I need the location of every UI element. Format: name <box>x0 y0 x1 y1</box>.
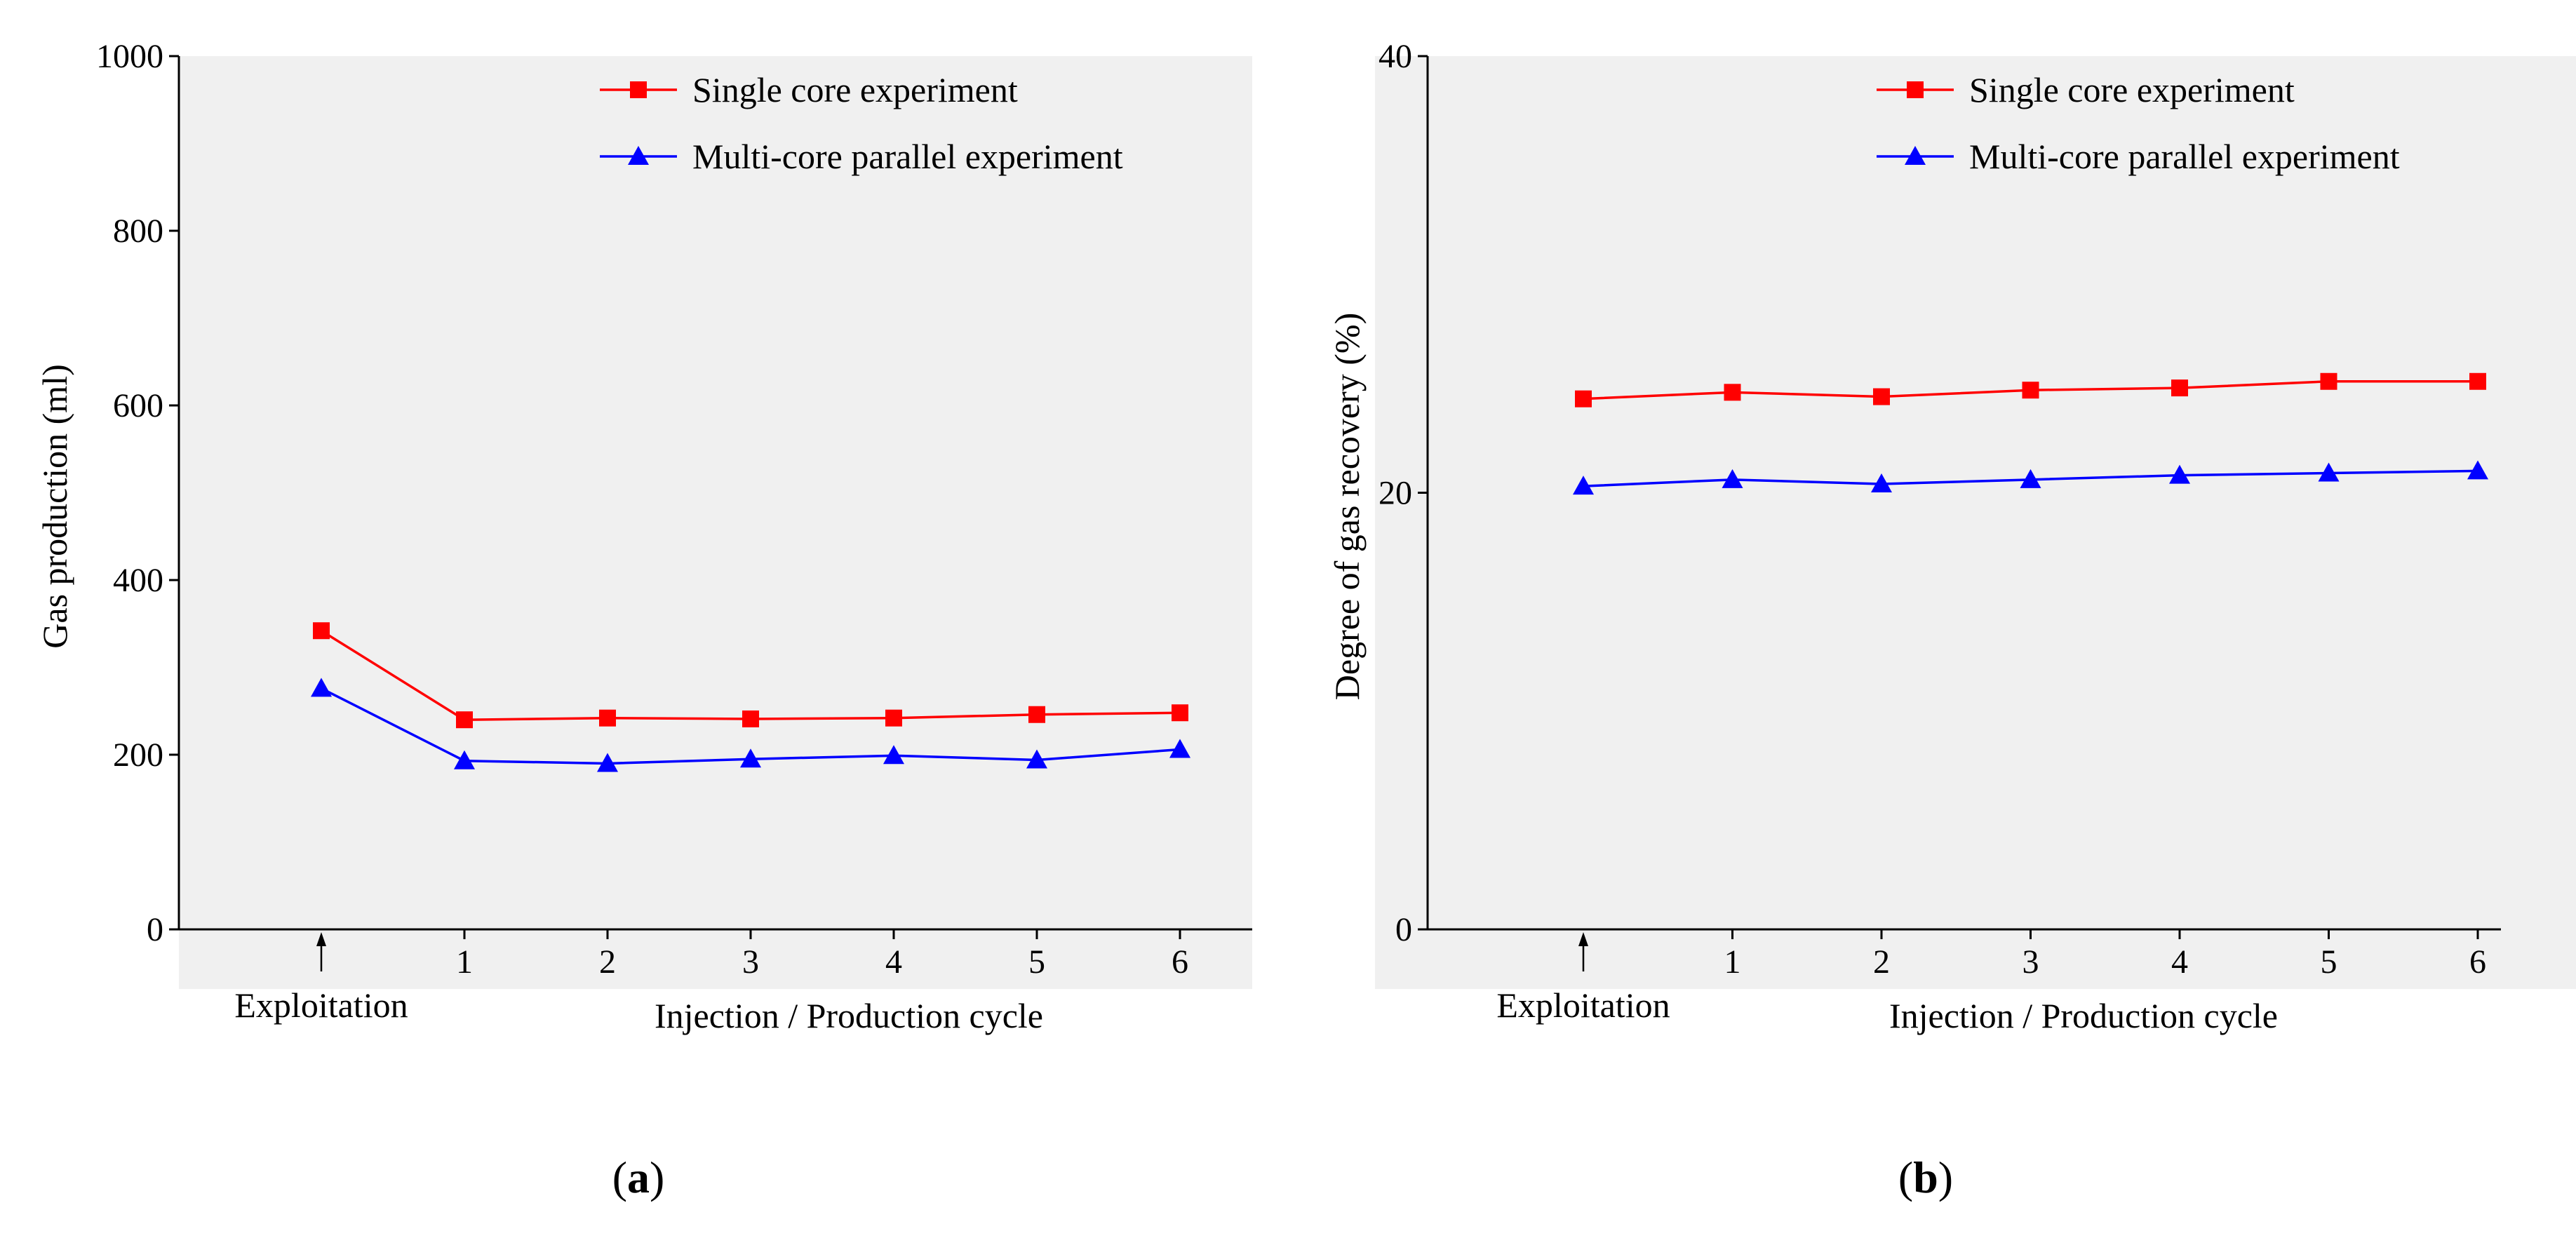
exploitation-label: Exploitation <box>234 985 408 1025</box>
triangle-marker <box>2169 464 2190 484</box>
legend-label: Single core experiment <box>692 70 1018 109</box>
exploitation-label: Exploitation <box>1496 985 1670 1025</box>
square-marker <box>1028 706 1045 723</box>
y-tick-label: 600 <box>113 387 163 424</box>
x-axis-label: Injection / Production cycle <box>1889 996 2278 1035</box>
triangle-marker <box>311 678 332 697</box>
square-marker <box>2469 372 2486 390</box>
x-tick-label: 2 <box>1873 943 1890 981</box>
y-axis-label: Gas production (ml) <box>35 364 74 648</box>
square-marker <box>456 711 473 729</box>
triangle-marker <box>628 146 649 165</box>
triangle-marker <box>1169 739 1190 758</box>
square-marker <box>2022 382 2039 399</box>
square-marker <box>1907 81 1924 98</box>
panel-label: b <box>1913 1152 1938 1202</box>
triangle-marker <box>1573 476 1594 495</box>
square-marker <box>2171 379 2188 397</box>
x-tick-label: 2 <box>599 943 616 981</box>
triangle-marker <box>1871 473 1892 493</box>
exploitation-arrow-head <box>316 932 326 946</box>
plot-background <box>1375 56 2576 989</box>
x-tick-label: 5 <box>1028 943 1045 981</box>
y-tick-label: 400 <box>113 562 163 599</box>
x-tick-label: 4 <box>2171 943 2188 981</box>
legend-label: Multi-core parallel experiment <box>692 137 1123 176</box>
y-axis-label: Degree of gas recovery (%) <box>1327 313 1367 700</box>
x-tick-label: 6 <box>1172 943 1188 981</box>
x-tick-label: 3 <box>2022 943 2039 981</box>
square-marker <box>630 81 647 98</box>
square-marker <box>1873 388 1890 405</box>
triangle-marker <box>1905 146 1926 165</box>
triangle-marker <box>740 748 761 768</box>
y-tick-label: 1000 <box>96 38 163 75</box>
chart-panel-b: 0 20 40 1 2 3 4 5 6 Exploitation Single core exper… <box>1327 38 2576 1202</box>
triangle-marker <box>454 750 475 769</box>
x-tick-label: 5 <box>2321 943 2337 981</box>
square-marker <box>885 709 902 727</box>
square-marker <box>2320 372 2337 390</box>
panel-caption: (b) <box>1898 1152 1953 1202</box>
panel-caption: (a) <box>612 1152 665 1202</box>
y-tick-label: 0 <box>147 911 163 948</box>
exploitation-arrow-head <box>1578 932 1588 946</box>
y-tick-label: 40 <box>1378 38 1412 75</box>
triangle-marker <box>2467 460 2488 480</box>
triangle-marker <box>883 745 904 765</box>
square-marker <box>599 709 616 727</box>
plot-background <box>179 56 1252 989</box>
triangle-marker <box>1722 469 1743 488</box>
plot-layer: 0 20 40 1 2 3 4 5 6 Exploitation Single core exper… <box>1378 38 2501 1025</box>
square-marker <box>1172 704 1188 722</box>
x-tick-label: 4 <box>885 943 902 981</box>
triangle-marker <box>2020 469 2041 488</box>
x-axis-label: Injection / Production cycle <box>655 996 1043 1035</box>
y-tick-label: 20 <box>1378 475 1412 512</box>
chart-panel-a: 0 200 400 600 800 1000 1 2 3 4 5 6 Exploitation Singl… <box>35 38 1252 1202</box>
triangle-marker <box>597 753 618 772</box>
triangle-marker <box>2318 462 2340 482</box>
x-tick-label: 3 <box>742 943 759 981</box>
plot-layer: 0 200 400 600 800 1000 1 2 3 4 5 6 Exploitation Singl… <box>96 38 1252 1025</box>
triangle-marker <box>1026 749 1047 769</box>
y-tick-label: 200 <box>113 736 163 774</box>
y-tick-label: 0 <box>1395 911 1412 948</box>
square-marker <box>1575 390 1592 408</box>
square-marker <box>742 710 759 727</box>
x-tick-label: 1 <box>1724 943 1741 981</box>
legend-label: Multi-core parallel experiment <box>1969 137 2400 176</box>
x-tick-label: 1 <box>456 943 473 981</box>
y-tick-label: 800 <box>113 213 163 250</box>
square-marker <box>313 622 330 640</box>
panel-label: a <box>627 1152 650 1202</box>
legend-label: Single core experiment <box>1969 70 2295 109</box>
square-marker <box>1724 384 1741 401</box>
x-tick-label: 6 <box>2469 943 2486 981</box>
